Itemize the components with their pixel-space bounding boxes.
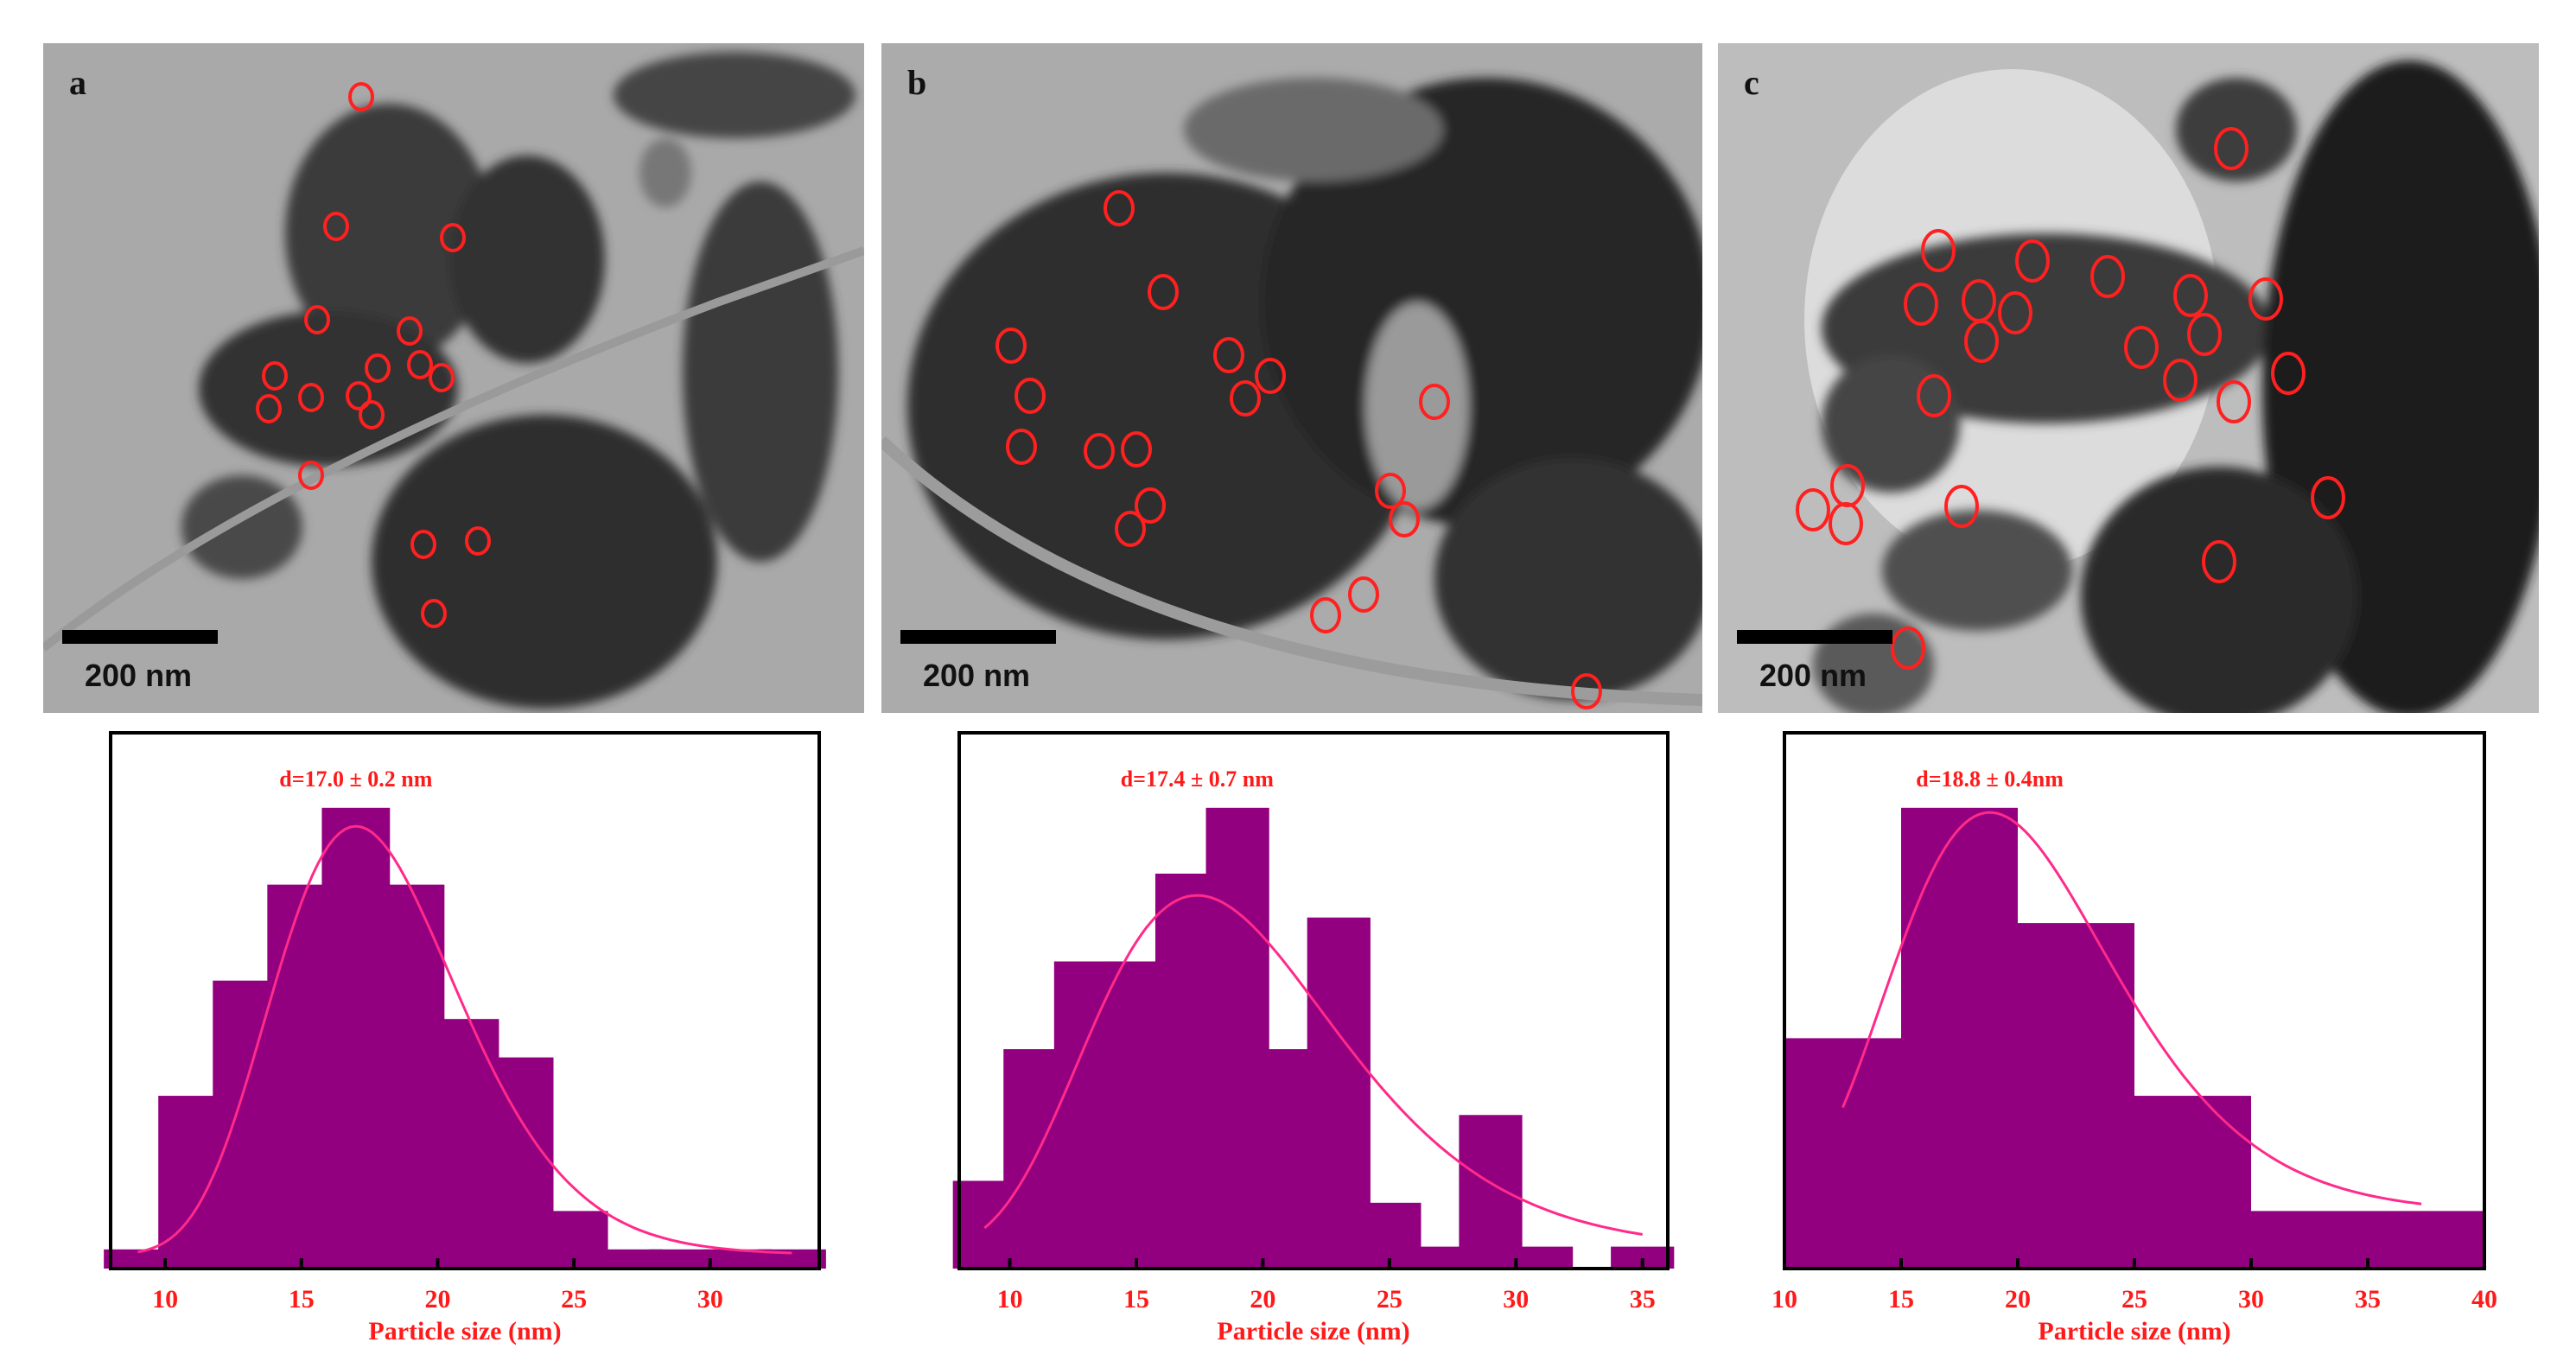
tem-micrograph-b [881,43,1702,713]
x-axis-title: Particle size (nm) [368,1317,561,1345]
mean-size-annotation: d=17.4 ± 0.7 nm [1121,767,1275,792]
x-tick-label: 10 [1771,1285,1797,1314]
fit-curve [983,894,1643,1236]
scale-label-b: 200 nm [923,658,1031,693]
histogram-bar [758,1249,826,1269]
histogram-bar [2251,1211,2368,1269]
x-tick-label: 35 [1630,1285,1656,1314]
histogram-bar [2134,1096,2251,1269]
x-tick-label: 20 [424,1285,450,1314]
histogram-bar [1459,1115,1523,1269]
x-tick-label: 35 [2355,1285,2381,1314]
x-tick-label: 30 [697,1285,723,1314]
scale-bar-b [900,630,1056,644]
plot-frame [957,731,1670,1270]
x-axis-title: Particle size (nm) [1217,1317,1409,1345]
histogram-b: 10 15 20 25 30 35 Particle size (nm) d=17.4 ± 0… [951,724,1694,1346]
x-tick-label: 10 [997,1285,1023,1314]
scale-bar-c [1737,630,1892,644]
scale-label-a: 200 nm [85,658,193,693]
particle-markers-b [995,190,1602,709]
x-tick-label: 30 [1503,1285,1529,1314]
histogram-c: 10 15 20 25 30 35 40 Particle size (nm) d=18.8 ±… [1771,724,2510,1346]
histogram-bar [1784,1038,1901,1269]
mean-size-annotation: d=18.8 ± 0.4nm [1916,767,2064,792]
x-tick-label: 25 [1377,1285,1402,1314]
histogram-a: 10 15 20 25 30 Particle size (nm) d=17.0 ± 0.2… [102,724,828,1346]
histogram-bar [1509,1246,1574,1269]
tem-micrograph-c [1718,43,2539,713]
histogram-plot-b: 10 15 20 25 30 35 Particle size (nm) d=17.4 ± 0… [952,731,1675,1345]
histogram-bar [104,1249,172,1269]
x-tick-label: 25 [561,1285,587,1314]
fit-curve [1841,811,2422,1206]
x-tick-label: 10 [152,1285,178,1314]
particle-markers-a [256,82,491,628]
tem-image-a: a 200 nm [43,43,864,713]
tem-micrograph-a [43,43,864,713]
panel-label-a: a [69,63,86,102]
mean-size-annotation: d=17.0 ± 0.2 nm [279,767,433,792]
histogram-bar [1901,807,2018,1269]
histogram-bar [703,1249,772,1269]
x-tick-label: 40 [2471,1285,2497,1314]
scale-label-c: 200 nm [1759,658,1867,693]
tem-image-c: c 200 nm [1718,43,2539,713]
plot-frame [109,731,821,1270]
histogram-plot-c: 10 15 20 25 30 35 40 Particle size (nm) d=18.8 ±… [1771,731,2497,1345]
particle-markers-c [1796,127,2345,670]
tem-image-b: b 200 nm [881,43,1702,713]
x-tick-label: 15 [289,1285,315,1314]
x-axis-title: Particle size (nm) [2038,1317,2230,1345]
x-tick-label: 25 [2121,1285,2147,1314]
x-tick-label: 15 [1123,1285,1149,1314]
scale-bar-a [62,630,218,644]
histogram-bar [2368,1211,2484,1269]
histogram-bar [2018,923,2134,1269]
histogram-bar [648,1249,717,1269]
x-tick-label: 15 [1888,1285,1914,1314]
x-tick-label: 20 [1250,1285,1275,1314]
fit-curve [137,824,792,1255]
panel-label-b: b [907,63,927,102]
histogram-plot-a: 10 15 20 25 30 Particle size (nm) d=17.0 ± 0.2… [104,731,826,1345]
panel-label-c: c [1744,63,1759,102]
x-tick-label: 30 [2238,1285,2264,1314]
x-tick-label: 20 [2005,1285,2031,1314]
histogram-bar [594,1249,663,1269]
